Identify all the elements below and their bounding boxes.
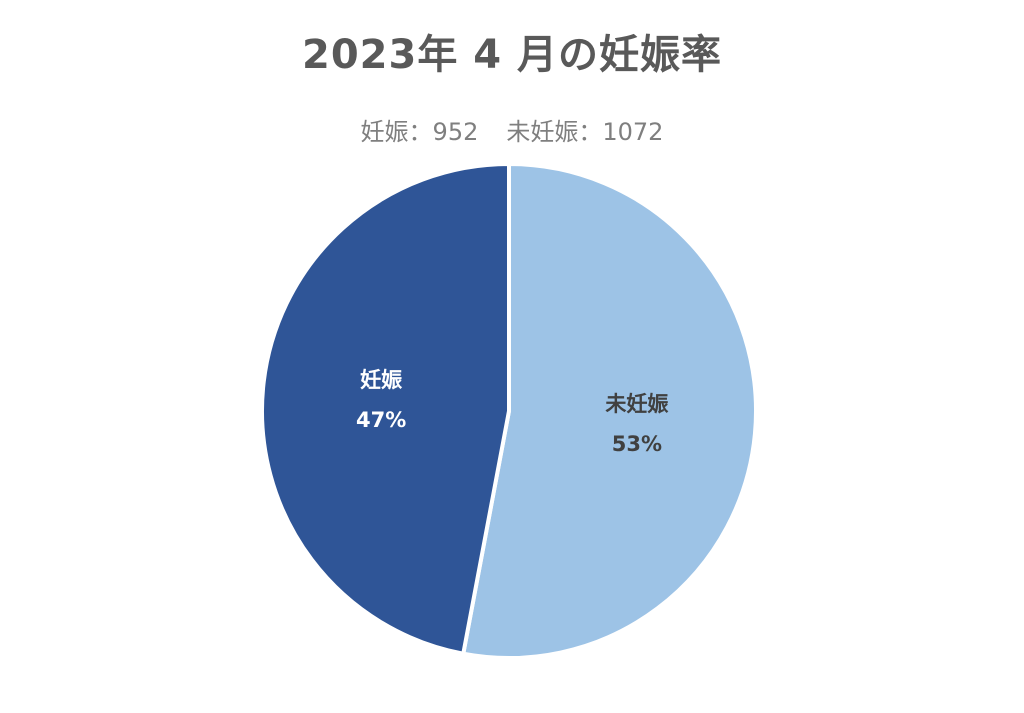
- slice-label-not-pregnant: 未妊娠: [605, 392, 669, 416]
- subtitle-separator-2: ：: [578, 118, 603, 146]
- pie-slice-pregnant: [260, 162, 511, 656]
- chart-subtitle: 妊娠：952 未妊娠：1072: [0, 112, 1024, 147]
- subtitle-not-pregnant-count: 1072: [602, 118, 664, 146]
- chart-title: 2023年 4 月の妊娠率: [301, 32, 722, 78]
- slice-percent-not-pregnant: 53%: [612, 432, 662, 456]
- subtitle-pregnant-count: 952: [432, 118, 479, 146]
- slice-label-pregnant: 妊娠: [360, 368, 403, 392]
- pie-slice-not-pregnant: [461, 162, 758, 660]
- subtitle-separator: ：: [408, 118, 433, 146]
- subtitle-pregnant-label: 妊娠: [360, 118, 409, 146]
- subtitle-not-pregnant-label: 未妊娠: [506, 118, 579, 146]
- slice-percent-pregnant: 47%: [356, 408, 406, 432]
